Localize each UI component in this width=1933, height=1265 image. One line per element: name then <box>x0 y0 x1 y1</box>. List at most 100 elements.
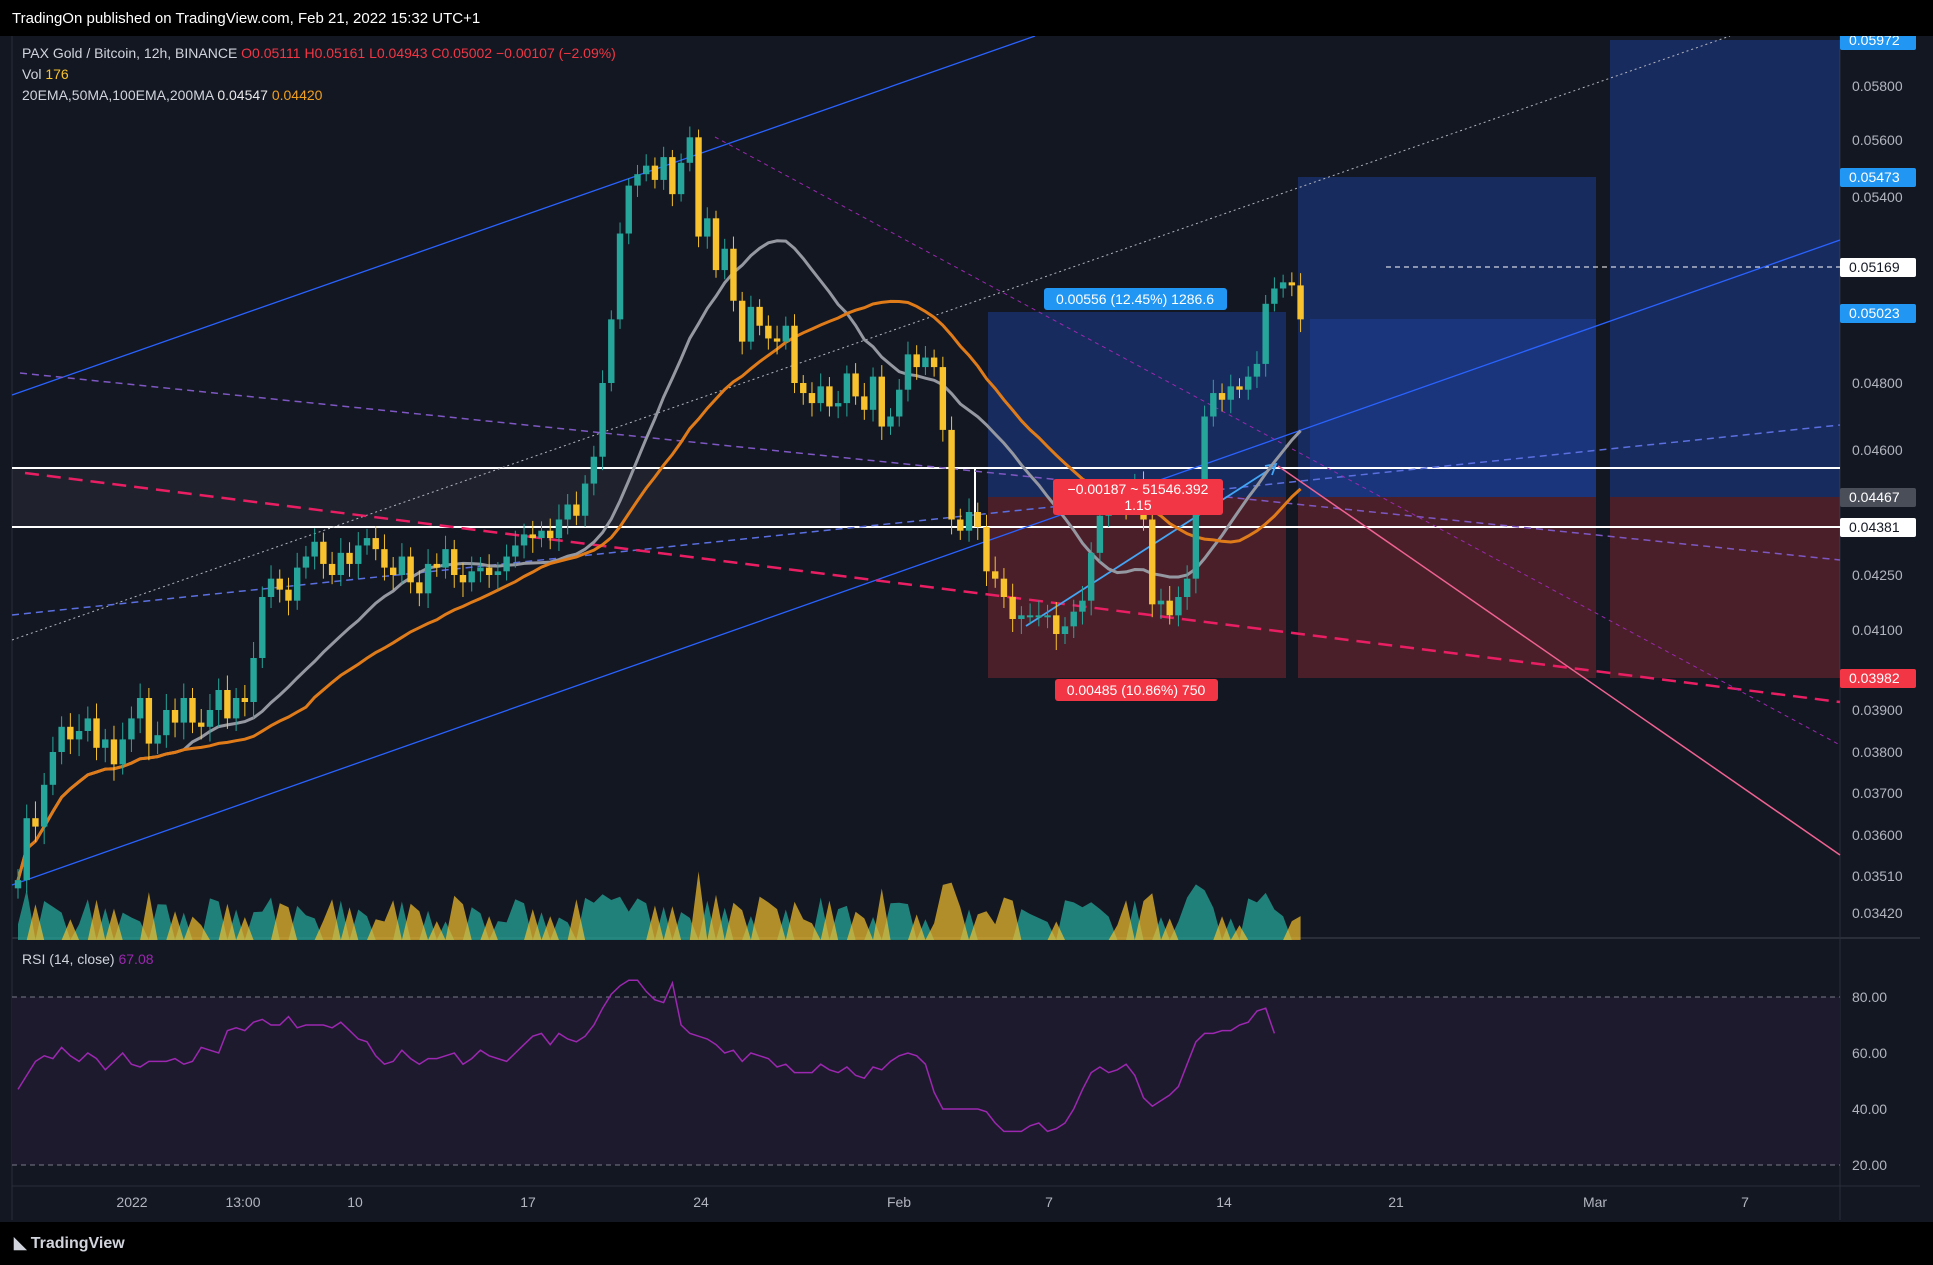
candle[interactable] <box>136 683 144 734</box>
candle[interactable] <box>660 146 667 190</box>
candle[interactable] <box>40 773 48 845</box>
candle[interactable] <box>904 341 912 402</box>
candle[interactable] <box>852 363 859 405</box>
candle[interactable] <box>241 685 249 717</box>
candle[interactable] <box>773 325 781 355</box>
channel-lower-line[interactable] <box>11 239 1841 886</box>
candle[interactable] <box>259 586 266 668</box>
candle[interactable] <box>363 528 371 555</box>
candle[interactable] <box>328 551 336 585</box>
candle[interactable] <box>547 518 554 550</box>
candle[interactable] <box>198 709 205 740</box>
candle[interactable] <box>494 562 502 590</box>
candle[interactable] <box>922 346 929 376</box>
candle[interactable] <box>756 299 763 336</box>
long-target-label[interactable]: 0.00556 (12.45%) 1286.6 <box>1044 288 1227 310</box>
candle[interactable] <box>381 534 388 581</box>
candle[interactable] <box>930 349 938 377</box>
price-tag[interactable]: 0.03982 <box>1840 669 1916 688</box>
candle[interactable] <box>1079 586 1086 625</box>
candle[interactable] <box>451 539 458 588</box>
rsi-legend[interactable]: RSI (14, close) 67.08 <box>22 951 154 967</box>
candle[interactable] <box>643 154 650 182</box>
candle[interactable] <box>573 491 580 526</box>
candle[interactable] <box>677 153 685 202</box>
tradingview-logo[interactable]: ◣ TradingView <box>14 1233 125 1253</box>
candle[interactable] <box>834 390 842 419</box>
candle[interactable] <box>695 129 702 248</box>
candle[interactable] <box>730 236 737 312</box>
candle[interactable] <box>102 728 109 763</box>
chart-area[interactable]: 0.00556 (12.45%) 1286.6 0.00485 (10.86%)… <box>0 36 1933 1222</box>
candle[interactable] <box>1271 277 1278 312</box>
price-axis[interactable]: 0.05800 0.05600 0.05400 0.04800 0.04600 0.042… <box>1840 36 1916 921</box>
candle[interactable] <box>782 316 789 350</box>
candle[interactable] <box>215 678 222 727</box>
symbol-legend[interactable]: PAX Gold / Bitcoin, 12h, BINANCE O0.0511… <box>22 45 616 61</box>
candle[interactable] <box>869 367 877 422</box>
candle[interactable] <box>669 149 676 207</box>
candle[interactable] <box>320 532 327 579</box>
candle[interactable] <box>887 408 894 435</box>
candle[interactable] <box>49 736 57 796</box>
candle[interactable] <box>1018 606 1025 634</box>
candle[interactable] <box>974 502 981 540</box>
candle[interactable] <box>686 126 694 172</box>
candle[interactable] <box>1044 604 1051 629</box>
candle[interactable] <box>1236 378 1243 399</box>
candle[interactable] <box>817 373 824 412</box>
candle[interactable] <box>180 683 187 740</box>
candle[interactable] <box>939 356 947 442</box>
candle[interactable] <box>1297 273 1304 333</box>
candle[interactable] <box>119 722 126 775</box>
candle[interactable] <box>224 675 231 729</box>
candle[interactable] <box>1262 294 1269 377</box>
candle[interactable] <box>346 542 353 577</box>
candle[interactable] <box>1210 379 1217 427</box>
candle[interactable] <box>1288 272 1296 297</box>
candle[interactable] <box>407 547 414 594</box>
candle[interactable] <box>538 521 545 548</box>
candle[interactable] <box>459 563 467 597</box>
pink-downtrend-line[interactable] <box>1277 465 1841 856</box>
candle[interactable] <box>843 365 851 417</box>
candle[interactable] <box>311 528 318 570</box>
price-tag[interactable]: 0.05169 <box>1840 258 1916 277</box>
candle[interactable] <box>965 498 973 542</box>
candle[interactable] <box>267 565 275 608</box>
candle[interactable] <box>765 315 772 350</box>
candle[interactable] <box>1183 565 1191 610</box>
candle[interactable] <box>1035 600 1043 627</box>
candle[interactable] <box>721 238 728 280</box>
candle[interactable] <box>302 545 310 579</box>
candle[interactable] <box>878 365 885 440</box>
candle[interactable] <box>1009 583 1016 632</box>
candle[interactable] <box>1053 602 1060 650</box>
candle[interactable] <box>948 416 955 535</box>
candle[interactable] <box>1087 542 1095 616</box>
candle[interactable] <box>1253 351 1261 389</box>
candle[interactable] <box>555 504 563 552</box>
price-tag[interactable]: 0.05023 <box>1840 304 1916 323</box>
candle[interactable] <box>67 713 74 755</box>
candle[interactable] <box>84 706 91 742</box>
volume-legend[interactable]: Vol 176 <box>22 66 69 82</box>
channel-upper-line[interactable] <box>11 36 1036 396</box>
candle[interactable] <box>625 178 632 245</box>
candle[interactable] <box>442 535 449 579</box>
candle[interactable] <box>1218 383 1226 412</box>
candle[interactable] <box>616 222 624 329</box>
candle[interactable] <box>590 445 598 496</box>
candle[interactable] <box>171 698 179 738</box>
time-axis[interactable]: 2022 13:00 10 17 24 Feb 7 14 21 Mar 7 <box>116 1194 1749 1210</box>
candle[interactable] <box>23 804 30 893</box>
candle[interactable] <box>355 532 362 579</box>
candle[interactable] <box>1026 603 1034 625</box>
candle[interactable] <box>389 557 397 590</box>
long-position-2[interactable] <box>1298 177 1596 678</box>
candle[interactable] <box>608 310 615 392</box>
candle[interactable] <box>1000 568 1008 608</box>
candle[interactable] <box>651 157 659 189</box>
candle[interactable] <box>32 801 39 842</box>
candle[interactable] <box>983 514 990 586</box>
